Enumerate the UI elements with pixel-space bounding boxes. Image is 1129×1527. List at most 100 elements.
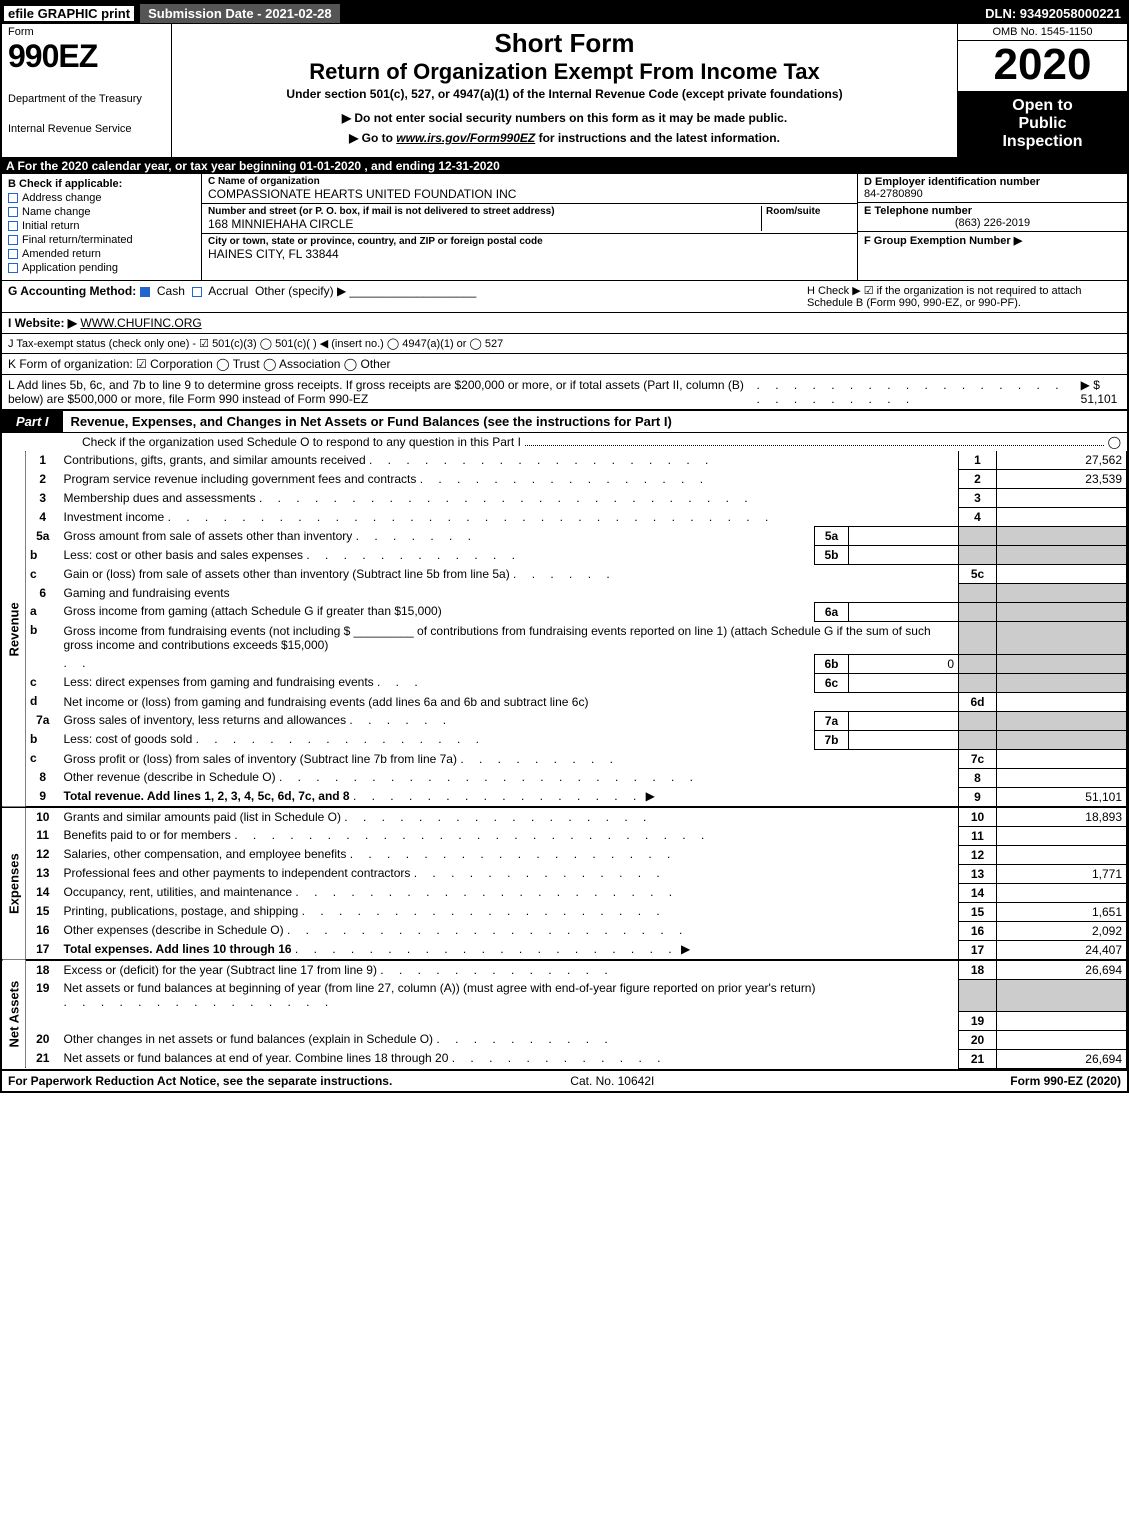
under-section-text: Under section 501(c), 527, or 4947(a)(1)…: [180, 87, 949, 101]
part1-sub-label: Check if the organization used Schedule …: [82, 435, 521, 449]
ln7a-desc: Gross sales of inventory, less returns a…: [64, 713, 347, 727]
addr-label: Number and street (or P. O. box, if mail…: [208, 206, 761, 217]
ln6c-mini: 6c: [815, 673, 849, 692]
city-label: City or town, state or province, country…: [208, 236, 851, 247]
ein-value: 84-2780890: [864, 188, 1121, 200]
part1-table: Revenue 1 Contributions, gifts, grants, …: [2, 451, 1127, 1069]
chk-amended-return[interactable]: Amended return: [8, 248, 195, 260]
checkbox-icon: [140, 287, 150, 297]
chk-application-pending[interactable]: Application pending: [8, 262, 195, 274]
ln4-val: [997, 508, 1127, 527]
shade-cell: [959, 621, 997, 654]
chk-label: Name change: [22, 206, 91, 218]
part1-label: Part I: [2, 411, 63, 432]
header-left: Form 990EZ Department of the Treasury In…: [2, 24, 172, 157]
section-d-e-f: D Employer identification number 84-2780…: [857, 174, 1127, 280]
org-name: COMPASSIONATE HEARTS UNITED FOUNDATION I…: [208, 187, 851, 201]
ln6b-mini: 6b: [815, 654, 849, 673]
ln1-num: 1: [26, 451, 60, 470]
e-label: E Telephone number: [864, 205, 1121, 217]
ln6a-mval: [849, 602, 959, 621]
shade-cell: [997, 527, 1127, 546]
l-text: L Add lines 5b, 6c, and 7b to line 9 to …: [8, 378, 757, 406]
shade-cell: [997, 730, 1127, 749]
ln8-val: [997, 768, 1127, 787]
open-to-public-box: Open to Public Inspection: [958, 91, 1127, 157]
ln18-num: 18: [26, 960, 60, 980]
website-value[interactable]: WWW.CHUFINC.ORG: [80, 316, 201, 330]
ln9-col: 9: [959, 787, 997, 807]
ln7c-col: 7c: [959, 749, 997, 768]
header-center: Short Form Return of Organization Exempt…: [172, 24, 957, 157]
ln13-col: 13: [959, 864, 997, 883]
shade-cell: [959, 602, 997, 621]
checkbox-icon: [192, 287, 202, 297]
ln9-num: 9: [26, 787, 60, 807]
shade-cell: [959, 527, 997, 546]
ln16-col: 16: [959, 921, 997, 940]
ln19-desc: Net assets or fund balances at beginning…: [64, 981, 816, 995]
ln12-col: 12: [959, 845, 997, 864]
chk-label: Amended return: [22, 248, 101, 260]
top-bar: efile GRAPHIC print Submission Date - 20…: [2, 2, 1127, 24]
shade-cell: [959, 584, 997, 603]
ln2-col: 2: [959, 470, 997, 489]
goto-post: for instructions and the latest informat…: [535, 131, 780, 145]
f-label: F Group Exemption Number ▶: [864, 234, 1121, 247]
b-label: B Check if applicable:: [8, 178, 195, 190]
ln5b-mval: [849, 546, 959, 565]
c-label: C Name of organization: [208, 176, 851, 187]
ln7b-desc: Less: cost of goods sold: [64, 732, 193, 746]
section-c-name-address: C Name of organization COMPASSIONATE HEA…: [202, 174, 857, 280]
ln5b-desc: Less: cost or other basis and sales expe…: [64, 548, 303, 562]
ln5c-col: 5c: [959, 565, 997, 584]
ln10-col: 10: [959, 807, 997, 827]
chk-label: Initial return: [22, 220, 79, 232]
short-form-title: Short Form: [180, 28, 949, 59]
ln4-col: 4: [959, 508, 997, 527]
ln6-desc: Gaming and fundraising events: [60, 584, 959, 603]
ln6d-num: d: [26, 692, 60, 711]
g-cash: Cash: [157, 284, 185, 298]
checkbox-icon: [8, 263, 18, 273]
d-label: D Employer identification number: [864, 176, 1121, 188]
ln17-val: 24,407: [997, 940, 1127, 960]
ln3-col: 3: [959, 489, 997, 508]
tax-year: 2020: [958, 41, 1127, 89]
side-label-netassets: Net Assets: [2, 960, 26, 1069]
goto-link[interactable]: www.irs.gov/Form990EZ: [396, 131, 535, 145]
chk-label: Final return/terminated: [22, 234, 133, 246]
section-b-checkboxes: B Check if applicable: Address change Na…: [2, 174, 202, 280]
ln8-desc: Other revenue (describe in Schedule O): [64, 770, 276, 784]
ln12-desc: Salaries, other compensation, and employ…: [64, 847, 347, 861]
shade-cell: [959, 546, 997, 565]
shade-cell: [997, 673, 1127, 692]
ln7c-desc: Gross profit or (loss) from sales of inv…: [64, 752, 457, 766]
row-j-tax-exempt: J Tax-exempt status (check only one) - ☑…: [2, 334, 1127, 354]
ln3-desc: Membership dues and assessments: [64, 491, 256, 505]
chk-final-return[interactable]: Final return/terminated: [8, 234, 195, 246]
ln7b-mval: [849, 730, 959, 749]
footer-left: For Paperwork Reduction Act Notice, see …: [8, 1074, 392, 1088]
ln5a-mval: [849, 527, 959, 546]
ln5c-num: c: [26, 565, 60, 584]
ln20-col: 20: [959, 1030, 997, 1049]
dept-irs: Internal Revenue Service: [8, 123, 165, 135]
ln10-num: 10: [26, 807, 60, 827]
ln5a-desc: Gross amount from sale of assets other t…: [64, 529, 353, 543]
form-990ez-page: efile GRAPHIC print Submission Date - 20…: [0, 0, 1129, 1093]
chk-initial-return[interactable]: Initial return: [8, 220, 195, 232]
part1-sub-val: ◯: [1108, 435, 1121, 449]
dln-number: DLN: 93492058000221: [985, 6, 1127, 21]
identity-block: B Check if applicable: Address change Na…: [2, 174, 1127, 281]
shade-cell: [997, 621, 1127, 654]
chk-address-change[interactable]: Address change: [8, 192, 195, 204]
ln3-val: [997, 489, 1127, 508]
shade-cell: [997, 654, 1127, 673]
ln20-desc: Other changes in net assets or fund bala…: [64, 1032, 434, 1046]
open-line3: Inspection: [958, 133, 1127, 151]
phone-value: (863) 226-2019: [864, 217, 1121, 229]
chk-name-change[interactable]: Name change: [8, 206, 195, 218]
form-number: 990EZ: [8, 38, 165, 75]
ln6d-col: 6d: [959, 692, 997, 711]
